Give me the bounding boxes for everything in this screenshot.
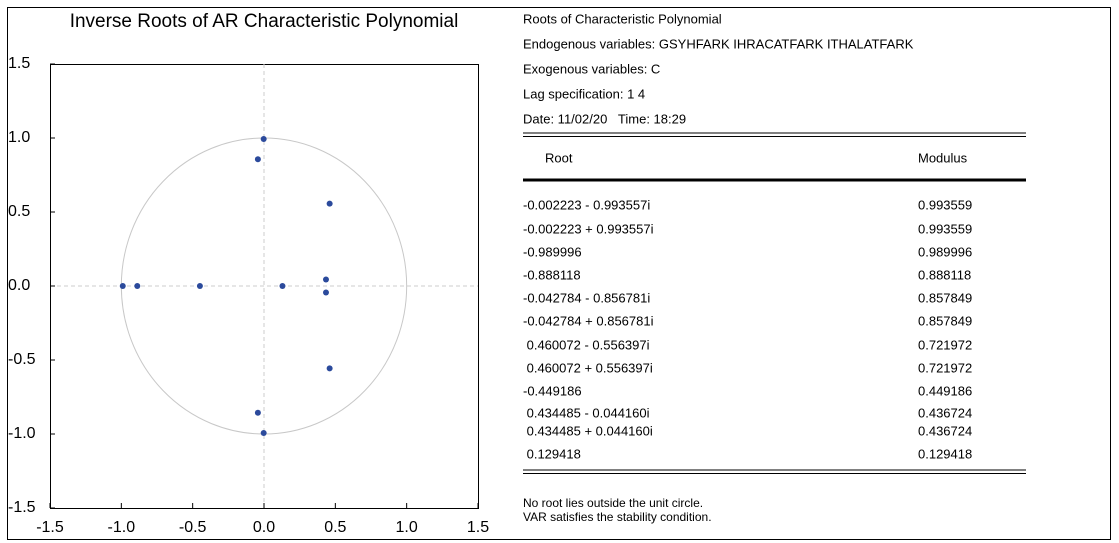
- info-line: Roots of Characteristic Polynomial: [523, 11, 722, 26]
- root-cell: -0.002223 - 0.993557i: [523, 197, 650, 212]
- root-cell: -0.042784 - 0.856781i: [523, 290, 650, 305]
- y-tick-label: 1.0: [8, 129, 30, 146]
- x-tick-label: 1.0: [396, 519, 418, 536]
- modulus-cell: 0.129418: [918, 446, 972, 461]
- x-tick-label: -0.5: [179, 519, 207, 536]
- y-tick-label: 1.5: [8, 55, 30, 72]
- x-tick-label: 0.5: [324, 519, 346, 536]
- column-header: Modulus: [918, 150, 968, 165]
- y-tick-label: 0.0: [8, 277, 30, 294]
- modulus-cell: 0.721972: [918, 360, 972, 375]
- root-cell: -0.888118: [523, 267, 581, 282]
- modulus-cell: 0.436724: [918, 405, 972, 420]
- root-cell: -0.449186: [523, 383, 582, 398]
- note: VAR satisfies the stability condition.: [523, 510, 712, 524]
- info-line: Date: 11/02/20 Time: 18:29: [523, 111, 686, 126]
- root-cell: -0.002223 + 0.993557i: [523, 221, 654, 236]
- y-tick-label: -1.5: [8, 499, 36, 516]
- root-cell: -0.042784 + 0.856781i: [523, 313, 654, 328]
- x-tick-label: 0.0: [253, 519, 275, 536]
- info-line: Exogenous variables: C: [523, 61, 660, 76]
- root-cell: 0.460072 + 0.556397i: [523, 360, 653, 375]
- point: [254, 156, 261, 163]
- point: [196, 283, 203, 289]
- modulus-cell: 0.449186: [918, 383, 972, 398]
- column-header: Root: [545, 150, 573, 165]
- x-tick-label: -1.5: [36, 519, 64, 536]
- point: [279, 283, 286, 289]
- point: [322, 289, 329, 296]
- modulus-cell: 0.436724: [918, 423, 972, 438]
- frame: [7, 7, 1111, 540]
- x-tick-label: -1.0: [108, 519, 136, 536]
- y-tick-label: -1.0: [8, 425, 36, 442]
- y-tick-label: -0.5: [8, 351, 36, 368]
- info-line: Lag specification: 1 4: [523, 86, 645, 101]
- modulus-cell: 0.857849: [918, 313, 972, 328]
- modulus-cell: 0.993559: [918, 221, 972, 236]
- point: [326, 200, 333, 207]
- root-cell: 0.129418: [523, 446, 581, 461]
- modulus-cell: 0.989996: [918, 244, 972, 259]
- point: [254, 409, 261, 416]
- info-line: Endogenous variables: GSYHFARK IHRACATFA…: [523, 36, 914, 51]
- x-tick-label: 1.5: [467, 519, 489, 536]
- modulus-cell: 0.888118: [918, 267, 971, 282]
- root-cell: -0.989996: [523, 244, 582, 259]
- modulus-cell: 0.857849: [918, 290, 972, 305]
- point: [134, 283, 141, 289]
- point: [260, 135, 267, 142]
- root-cell: 0.460072 - 0.556397i: [523, 337, 650, 352]
- root-cell: 0.434485 + 0.044160i: [523, 423, 653, 438]
- point: [119, 283, 126, 289]
- modulus-cell: 0.993559: [918, 197, 972, 212]
- modulus-cell: 0.721972: [918, 337, 972, 352]
- chart-title: Inverse Roots of AR Characteristic Polyn…: [70, 11, 459, 32]
- point: [326, 365, 333, 372]
- root-cell: 0.434485 - 0.044160i: [523, 405, 650, 420]
- y-tick-label: 0.5: [8, 203, 30, 220]
- point: [260, 430, 267, 437]
- point: [322, 276, 329, 283]
- note: No root lies outside the unit circle.: [523, 496, 703, 510]
